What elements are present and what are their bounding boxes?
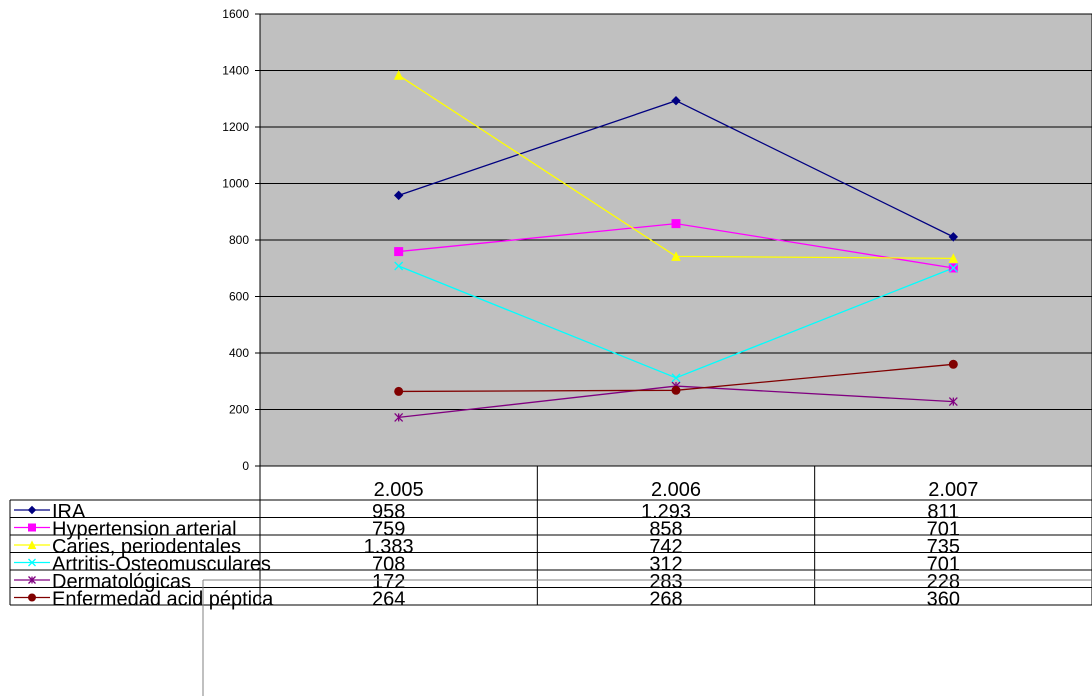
data-point [28,576,36,584]
data-point [394,412,404,422]
data-label: 283 [649,571,682,593]
y-tick-label: 1400 [222,64,249,78]
data-point [948,397,958,407]
data-label: 958 [372,501,405,523]
data-point [948,232,959,242]
data-label: 759 [372,519,405,541]
data-label: 268 [649,589,682,611]
data-label: 735 [927,536,960,558]
data-label: 701 [927,554,960,576]
data-table: 2.005 2.006 2.007 IRA 958 1.293 811 Hypertensio… [9,466,1092,611]
data-label: 172 [372,571,405,593]
y-tick-label: 800 [229,233,249,247]
data-label: 708 [372,554,405,576]
data-point [28,523,36,532]
data-point [27,540,37,549]
data-label: 811 [927,501,959,523]
data-point [671,219,681,229]
data-label: 742 [649,536,682,558]
data-label: 264 [372,589,405,611]
legend-label: Artritis-Osteomusculares [52,554,271,576]
data-label: 312 [649,554,682,576]
data-point [394,247,404,257]
legend-label: IRA [52,501,86,523]
legend-label: Caries, periodentales [52,536,241,558]
data-point [671,96,681,106]
category-label: 2.005 [374,479,424,501]
data-point [948,359,958,369]
data-point [28,558,36,567]
y-tick-label: 0 [242,459,249,473]
selection-box [202,579,1092,696]
data-label: 1.383 [364,536,414,558]
legend-label: Enfermedad acid péptica [52,589,274,611]
legend-label: Hypertension arterial [52,519,237,541]
data-label: 858 [649,519,682,541]
data-point [671,373,681,383]
data-point [671,385,681,395]
y-tick-label: 600 [229,290,249,304]
y-axis: 0 200 400 600 800 1000 1200 1400 1600 [222,7,260,473]
data-point [948,253,959,263]
data-point [27,505,37,515]
category-label: 2.007 [928,479,978,501]
y-tick-label: 1600 [222,7,249,21]
data-point [394,261,404,271]
legend-label: Dermatológicas [52,571,191,593]
y-tick-label: 1000 [222,177,249,191]
data-label: 701 [927,519,960,541]
y-tick-label: 200 [229,403,249,417]
y-tick-label: 400 [229,346,249,360]
data-point [671,251,681,261]
data-point [393,70,404,80]
category-label: 2.006 [651,479,701,501]
data-point [28,593,36,602]
series-markers [393,70,959,422]
data-point [393,190,404,201]
data-label: 1.293 [641,501,691,523]
data-point [948,263,958,273]
data-label: 360 [927,589,960,611]
data-point [394,386,404,396]
data-label: 228 [927,571,960,593]
y-tick-label: 1200 [222,120,249,134]
